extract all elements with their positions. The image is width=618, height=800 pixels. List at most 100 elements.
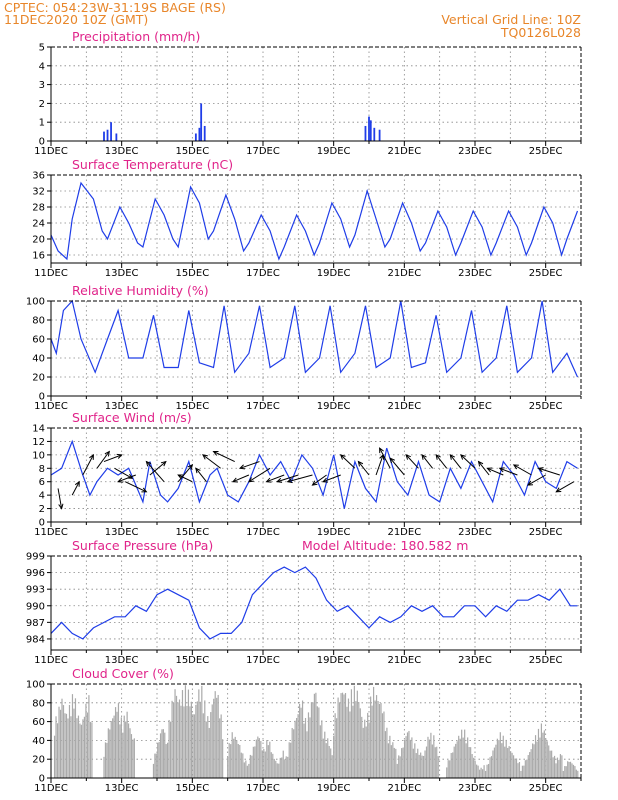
cloud-bar (82, 719, 84, 778)
cloud-bar (301, 700, 304, 778)
cloud-bar (418, 754, 420, 778)
cloud-bar (211, 704, 213, 778)
cloud-bar (532, 743, 534, 778)
y-tick-label: 80 (32, 698, 45, 709)
wind-arrowhead (247, 477, 254, 483)
cloud-bar (313, 693, 316, 778)
wind-arrow (487, 467, 504, 476)
panel-title: Surface Pressure (hPa) (72, 538, 213, 553)
x-tick-label: 21DEC (387, 527, 421, 538)
cloud-bar (537, 728, 540, 778)
cloud-bar (452, 752, 454, 778)
cloud-bar (417, 748, 419, 778)
wind-arrow (149, 461, 167, 476)
cloud-bar (201, 685, 203, 778)
x-tick-label: 19DEC (317, 655, 351, 666)
wind-arrow (213, 451, 235, 463)
cloud-bar (110, 720, 112, 778)
cloud-bar (501, 743, 503, 778)
y-tick-label: 32 (32, 187, 45, 198)
cloud-bar (152, 763, 155, 778)
cloud-bar (312, 702, 314, 778)
cloud-bar (213, 698, 215, 778)
cloud-bar (386, 727, 388, 778)
cloud-bar (288, 742, 290, 778)
cloud-bar (355, 701, 357, 778)
wind-arrow (96, 451, 110, 469)
wind-arrowhead (58, 503, 64, 510)
y-tick-label: 990 (26, 601, 45, 612)
cloud-bar (344, 693, 347, 778)
cloud-bar (270, 752, 272, 778)
cloud-bar (307, 712, 310, 778)
wind-arrow (248, 467, 271, 483)
panel-title: Precipitation (mm/h) (72, 29, 200, 44)
cloud-bar (158, 741, 160, 778)
cloud-bar (421, 755, 423, 778)
cloud-bar (467, 737, 469, 778)
x-tick-label: 19DEC (317, 401, 351, 412)
series-line (50, 439, 578, 509)
cloud-bar (252, 746, 254, 778)
x-tick-label: 17DEC (246, 655, 280, 666)
cloud-bar (264, 751, 266, 778)
cloud-bar (318, 707, 320, 778)
wind-arrowhead (435, 453, 441, 460)
vertical-grid-note: Vertical Grid Line: 10Z (441, 12, 581, 27)
cloud-bar (291, 728, 293, 778)
precip-bar (203, 125, 206, 141)
cloud-bar (562, 770, 564, 778)
cloud-bar (171, 700, 173, 778)
cloud-bar (298, 703, 301, 778)
cloud-bar (167, 742, 169, 778)
wind-arrow (405, 454, 419, 469)
cloud-bar (199, 701, 201, 778)
precip-bar (364, 125, 367, 141)
cloud-bar (512, 755, 515, 778)
cloud-bar (521, 765, 523, 778)
cloud-bar (258, 738, 260, 778)
y-tick-label: 2 (39, 99, 45, 110)
cloud-bar (399, 756, 401, 778)
wind-arrowhead (89, 453, 94, 460)
wind-arrow (114, 467, 133, 479)
x-tick-label: 11DEC (34, 146, 68, 157)
y-tick-label: 16 (32, 251, 45, 262)
cloud-bar (204, 700, 206, 778)
y-tick-label: 10 (32, 450, 45, 461)
cloud-bar (373, 686, 375, 778)
y-tick-label: 5 (39, 43, 45, 54)
precipitation-panel: 11DEC 13DEC 15DEC 17DEC 19DEC 21DEC 23DEC 25DEC… (34, 29, 582, 157)
cloud-bar (88, 695, 90, 778)
wind-arrow (358, 461, 370, 476)
cloud-bar (272, 753, 274, 778)
x-tick-label: 15DEC (175, 268, 209, 279)
y-tick-label: 28 (32, 203, 45, 214)
series-line (50, 566, 578, 640)
wind-arrowhead (498, 467, 505, 473)
y-tick-label: 984 (26, 634, 45, 645)
cloud-bar (242, 753, 244, 778)
cloud-bar (428, 739, 431, 778)
wind-arrowhead (311, 480, 318, 486)
cloud-bar (281, 757, 283, 778)
cloud-bar (486, 764, 488, 778)
cloud-bar (559, 754, 562, 778)
cloud-bar (518, 761, 521, 778)
cloud-bar (294, 720, 296, 778)
cloud-bar (534, 735, 537, 778)
cloud-bar (520, 770, 522, 778)
cloud-bar (483, 765, 485, 778)
wind-arrow (124, 481, 147, 493)
cloud-bar (493, 747, 496, 778)
plot-area (51, 301, 581, 396)
wind-arrowhead (195, 467, 201, 474)
wind-arrow (421, 454, 433, 469)
cloud-bar (122, 732, 124, 778)
cloud-bar (219, 718, 221, 778)
wind-arrowhead (238, 464, 246, 470)
x-tick-label: 11DEC (34, 401, 68, 412)
x-tick-label: 23DEC (458, 783, 492, 794)
wind-arrowhead (276, 477, 283, 483)
